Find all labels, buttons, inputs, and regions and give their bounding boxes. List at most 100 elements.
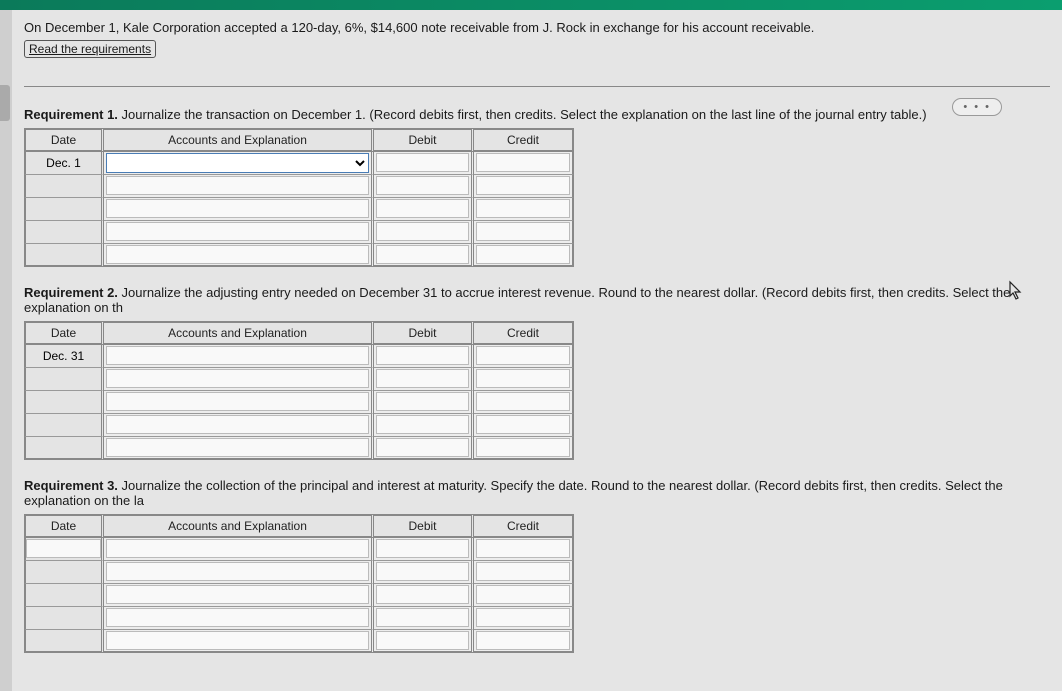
debit-input[interactable] xyxy=(376,245,469,264)
credit-cell xyxy=(474,538,574,561)
date-cell xyxy=(24,607,104,630)
credit-cell xyxy=(474,584,574,607)
debit-input[interactable] xyxy=(376,153,469,172)
credit-input[interactable] xyxy=(476,153,570,172)
more-options-badge[interactable]: • • • xyxy=(952,98,1002,116)
debit-cell xyxy=(374,607,474,630)
divider xyxy=(24,86,1050,87)
accounts-input[interactable] xyxy=(106,176,369,195)
debit-cell xyxy=(374,437,474,460)
table-row xyxy=(24,391,574,414)
credit-cell xyxy=(474,368,574,391)
credit-cell xyxy=(474,221,574,244)
accounts-input[interactable] xyxy=(106,562,369,581)
accounts-cell xyxy=(104,345,374,368)
debit-input[interactable] xyxy=(376,539,469,558)
accounts-input[interactable] xyxy=(106,245,369,264)
table-row xyxy=(24,437,574,460)
credit-input[interactable] xyxy=(476,245,570,264)
debit-cell xyxy=(374,244,474,267)
accounts-input[interactable] xyxy=(106,369,369,388)
debit-input[interactable] xyxy=(376,562,469,581)
credit-cell xyxy=(474,345,574,368)
credit-input[interactable] xyxy=(476,369,570,388)
date-cell: Dec. 1 xyxy=(24,152,104,175)
left-tab-handle[interactable] xyxy=(0,85,10,121)
table-row xyxy=(24,607,574,630)
top-green-bar xyxy=(0,0,1062,10)
credit-input[interactable] xyxy=(476,222,570,241)
journal-entry-table: DateAccounts and ExplanationDebitCreditD… xyxy=(24,128,574,267)
table-row xyxy=(24,244,574,267)
table-row xyxy=(24,414,574,437)
accounts-input[interactable] xyxy=(106,199,369,218)
accounts-cell xyxy=(104,607,374,630)
credit-cell xyxy=(474,175,574,198)
credit-input[interactable] xyxy=(476,346,570,365)
debit-cell xyxy=(374,584,474,607)
read-requirements-link[interactable]: Read the requirements xyxy=(24,40,156,58)
debit-input[interactable] xyxy=(376,222,469,241)
accounts-cell xyxy=(104,391,374,414)
accounts-input[interactable] xyxy=(106,631,369,650)
table-row xyxy=(24,584,574,607)
debit-input[interactable] xyxy=(376,369,469,388)
problem-statement: On December 1, Kale Corporation accepted… xyxy=(24,18,1050,38)
accounts-input[interactable] xyxy=(106,392,369,411)
debit-input[interactable] xyxy=(376,631,469,650)
accounts-input[interactable] xyxy=(106,539,369,558)
date-cell xyxy=(24,630,104,653)
date-input[interactable] xyxy=(26,539,101,558)
date-cell xyxy=(24,368,104,391)
accounts-cell xyxy=(104,175,374,198)
debit-input[interactable] xyxy=(376,346,469,365)
accounts-input[interactable] xyxy=(106,438,369,457)
table-row xyxy=(24,538,574,561)
date-cell xyxy=(24,414,104,437)
credit-cell xyxy=(474,561,574,584)
column-header-accounts: Accounts and Explanation xyxy=(104,128,374,152)
accounts-input[interactable] xyxy=(106,585,369,604)
credit-input[interactable] xyxy=(476,438,570,457)
column-header-date: Date xyxy=(24,321,104,345)
debit-cell xyxy=(374,175,474,198)
debit-cell xyxy=(374,561,474,584)
accounts-cell xyxy=(104,584,374,607)
debit-input[interactable] xyxy=(376,392,469,411)
credit-input[interactable] xyxy=(476,631,570,650)
column-header-credit: Credit xyxy=(474,321,574,345)
date-cell xyxy=(24,198,104,221)
debit-input[interactable] xyxy=(376,438,469,457)
credit-input[interactable] xyxy=(476,199,570,218)
accounts-input[interactable] xyxy=(106,415,369,434)
credit-input[interactable] xyxy=(476,539,570,558)
credit-input[interactable] xyxy=(476,176,570,195)
requirement-instruction: Requirement 1. Journalize the transactio… xyxy=(24,107,1050,122)
accounts-cell xyxy=(104,368,374,391)
column-header-credit: Credit xyxy=(474,128,574,152)
column-header-accounts: Accounts and Explanation xyxy=(104,321,374,345)
accounts-input[interactable] xyxy=(106,346,369,365)
table-row xyxy=(24,198,574,221)
accounts-input[interactable] xyxy=(106,222,369,241)
debit-input[interactable] xyxy=(376,608,469,627)
credit-cell xyxy=(474,607,574,630)
debit-input[interactable] xyxy=(376,415,469,434)
accounts-input[interactable] xyxy=(106,608,369,627)
credit-input[interactable] xyxy=(476,585,570,604)
credit-input[interactable] xyxy=(476,608,570,627)
date-cell xyxy=(24,391,104,414)
credit-input[interactable] xyxy=(476,562,570,581)
requirement-label: Requirement 1. xyxy=(24,107,118,122)
debit-cell xyxy=(374,345,474,368)
debit-input[interactable] xyxy=(376,176,469,195)
credit-input[interactable] xyxy=(476,415,570,434)
table-row: Dec. 1 xyxy=(24,152,574,175)
column-header-accounts: Accounts and Explanation xyxy=(104,514,374,538)
debit-input[interactable] xyxy=(376,585,469,604)
accounts-select[interactable] xyxy=(106,153,369,173)
table-row xyxy=(24,175,574,198)
credit-input[interactable] xyxy=(476,392,570,411)
debit-cell xyxy=(374,538,474,561)
debit-input[interactable] xyxy=(376,199,469,218)
